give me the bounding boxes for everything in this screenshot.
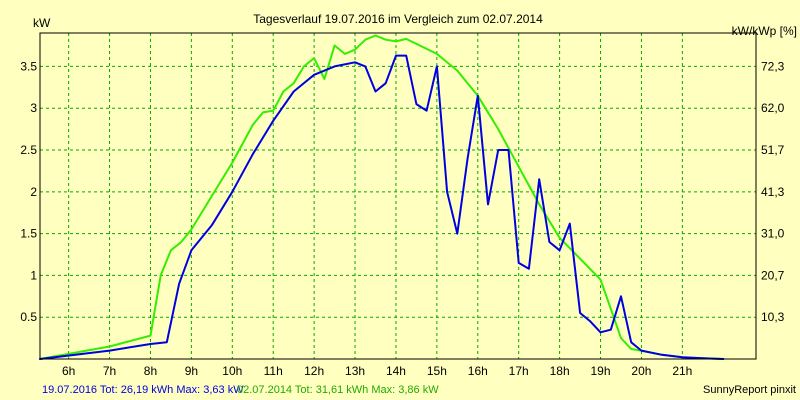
y-tick-label-left: 3 xyxy=(30,101,37,115)
legend-series-1: 19.07.2016 Tot: 26,19 kWh Max: 3,63 kW xyxy=(42,384,244,396)
y-tick-label-right: 31,0 xyxy=(761,227,785,241)
x-tick-label: 9h xyxy=(185,364,198,378)
x-tick-label: 7h xyxy=(103,364,116,378)
y-tick-label-right: 51,7 xyxy=(761,143,785,157)
y-axis-right-label: kW/kWp [%] xyxy=(732,24,797,38)
plot-frame xyxy=(39,32,757,360)
x-tick-label: 20h xyxy=(631,364,651,378)
series-layer xyxy=(39,34,725,360)
x-tick-label: 8h xyxy=(144,364,157,378)
tick-labels: 6h 7h 8h 9h 10h 11h 12h 13h 14h 15h 16h 17h 18h 19h 20… xyxy=(20,59,784,378)
grid-lines xyxy=(40,33,756,359)
x-tick-label: 16h xyxy=(468,364,488,378)
series-line-2 xyxy=(39,34,725,360)
y-tick-label-right: 20,7 xyxy=(761,268,785,282)
y-tick-label-left: 0.5 xyxy=(20,310,37,324)
x-tick-label: 11h xyxy=(264,364,283,378)
x-tick-label: 19h xyxy=(591,364,611,378)
x-tick-label: 21h xyxy=(672,364,692,378)
chart-title: Tagesverlauf 19.07.2016 im Vergleich zum… xyxy=(253,12,543,26)
series-line-1 xyxy=(39,54,725,360)
legend-series-2: 02.07.2014 Tot: 31,61 kWh Max: 3,86 kW xyxy=(237,384,439,396)
y-axis-left-label: kW xyxy=(33,16,51,30)
x-tick-label: 12h xyxy=(304,364,324,378)
x-tick-label: 14h xyxy=(386,364,406,378)
y-tick-label-left: 1 xyxy=(30,268,37,282)
y-tick-label-left: 1.5 xyxy=(20,227,37,241)
footer-credit: SunnyReport pinxit xyxy=(703,384,796,396)
y-tick-label-right: 10,3 xyxy=(761,310,785,324)
y-tick-label-right: 72,3 xyxy=(761,59,785,73)
x-tick-label: 17h xyxy=(509,364,529,378)
y-tick-label-right: 41,3 xyxy=(761,185,785,199)
y-tick-label-left: 2.5 xyxy=(20,143,37,157)
x-tick-label: 15h xyxy=(427,364,447,378)
x-tick-label: 13h xyxy=(345,364,365,378)
x-tick-label: 6h xyxy=(62,364,75,378)
y-tick-label-left: 3.5 xyxy=(20,59,37,73)
y-tick-label-right: 62,0 xyxy=(761,101,785,115)
x-tick-label: 10h xyxy=(222,364,242,378)
x-tick-label: 18h xyxy=(550,364,570,378)
y-tick-label-left: 2 xyxy=(30,185,37,199)
